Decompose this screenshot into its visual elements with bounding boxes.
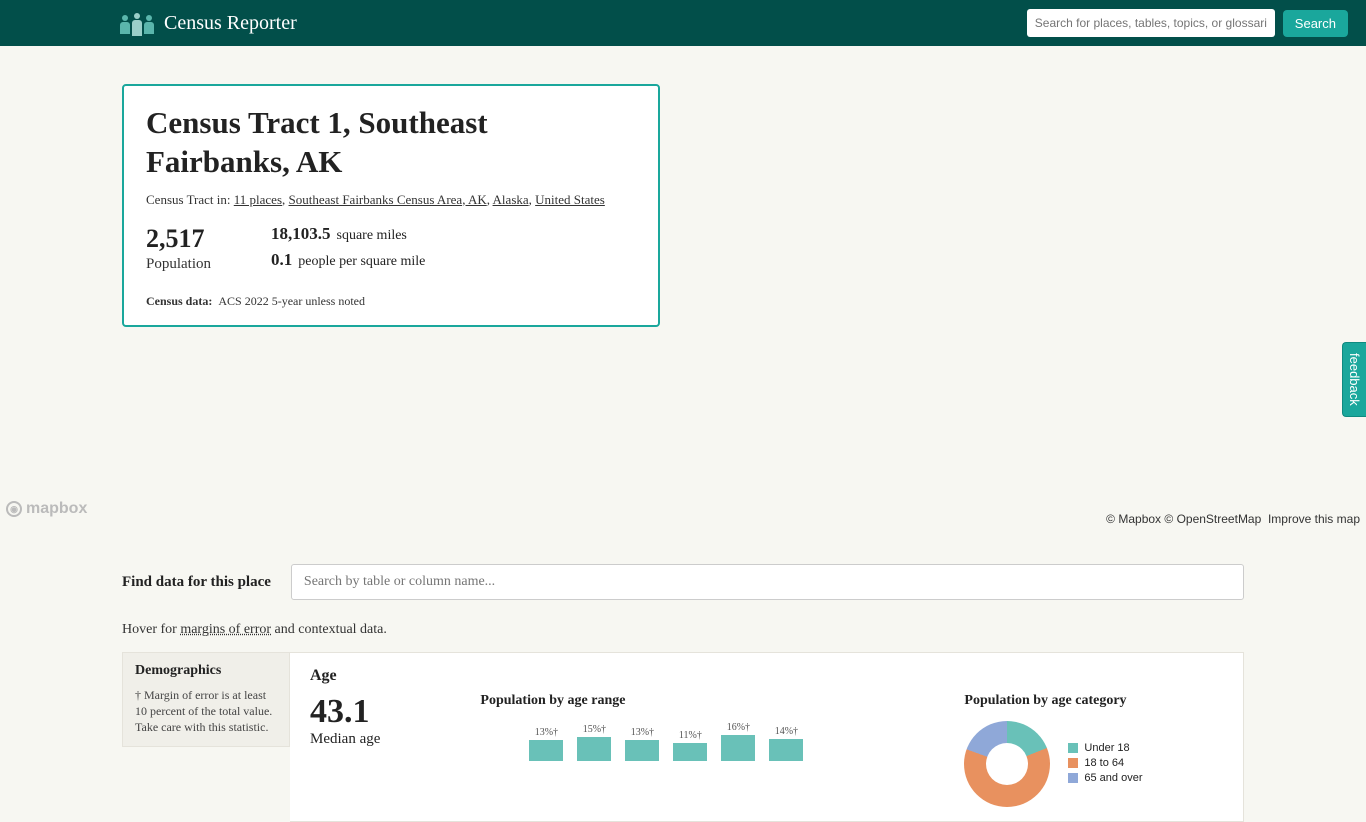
search-button[interactable]: Search (1283, 10, 1348, 37)
hover-note-pre: Hover for (122, 622, 180, 637)
age-category-legend: Under 1818 to 6465 and over (1068, 742, 1142, 787)
age-range-bars: 13%†15%†13%†11%†16%†14%† (480, 721, 804, 761)
mapbox-icon: ◉ (6, 501, 22, 517)
age-category-title: Population by age category (964, 693, 1142, 709)
age-range-chart: Population by age range 13%†15%†13%†11%†… (480, 693, 804, 761)
area-stats: 18,103.5 square miles 0.1 people per squ… (271, 224, 425, 276)
population-label: Population (146, 256, 211, 273)
find-data-label: Find data for this place (122, 574, 271, 591)
data-note: Census data: ACS 2022 5-year unless note… (146, 294, 636, 309)
median-age-label: Median age (310, 731, 380, 748)
area-value: 18,103.5 (271, 224, 331, 244)
find-data-row: Find data for this place (122, 564, 1244, 600)
breadcrumb-link-places[interactable]: 11 places (234, 192, 282, 207)
age-category-donut (964, 721, 1050, 807)
attrib-osm[interactable]: © OpenStreetMap (1164, 512, 1261, 526)
area-unit: square miles (337, 228, 407, 244)
breadcrumb-link-country[interactable]: United States (535, 192, 605, 207)
breadcrumb-link-area[interactable]: Southeast Fairbanks Census Area, AK (289, 192, 487, 207)
improve-map-link[interactable]: Improve this map (1268, 512, 1360, 526)
demographics-title: Demographics (135, 663, 277, 679)
breadcrumb-prefix: Census Tract in: (146, 192, 234, 207)
mapbox-logo[interactable]: ◉ mapbox (6, 500, 87, 518)
density-unit: people per square mile (298, 254, 425, 270)
hover-note-link[interactable]: margins of error (180, 622, 271, 637)
population-stat: 2,517 Population (146, 224, 211, 276)
place-title: Census Tract 1, Southeast Fairbanks, AK (146, 104, 636, 182)
median-age-value: 43.1 (310, 693, 380, 731)
mapbox-logo-text: mapbox (26, 500, 87, 518)
search-input[interactable] (1027, 9, 1275, 37)
map-area[interactable]: Census Tract 1, Southeast Fairbanks, AK … (0, 46, 1366, 532)
margin-of-error-note: † Margin of error is at least 10 percent… (135, 687, 277, 736)
data-note-value: ACS 2022 5-year unless noted (218, 294, 365, 308)
header-search-area: Search (1027, 9, 1348, 37)
breadcrumb: Census Tract in: 11 places, Southeast Fa… (146, 192, 636, 208)
place-info-card: Census Tract 1, Southeast Fairbanks, AK … (122, 84, 660, 327)
density-value: 0.1 (271, 250, 292, 270)
find-data-input[interactable] (291, 564, 1244, 600)
data-note-label: Census data: (146, 294, 212, 308)
hover-note-post: and contextual data. (271, 622, 387, 637)
feedback-tab[interactable]: feedback (1342, 342, 1366, 417)
age-range-title: Population by age range (480, 693, 804, 709)
site-title: Census Reporter (164, 12, 297, 35)
age-panel: Age 43.1 Median age Population by age ra… (290, 652, 1244, 822)
map-attribution: © Mapbox © OpenStreetMap Improve this ma… (1106, 512, 1360, 526)
logo-icon (120, 13, 154, 34)
hover-note: Hover for margins of error and contextua… (122, 622, 1244, 638)
panel-row: Demographics † Margin of error is at lea… (122, 652, 1244, 822)
site-header: Census Reporter Search (0, 0, 1366, 46)
demographics-sidebar: Demographics † Margin of error is at lea… (122, 652, 290, 747)
age-section-title: Age (310, 667, 1223, 685)
stats-row: 2,517 Population 18,103.5 square miles 0… (146, 224, 636, 276)
population-value: 2,517 (146, 224, 211, 254)
content-area: Find data for this place Hover for margi… (0, 564, 1366, 822)
breadcrumb-link-state[interactable]: Alaska (493, 192, 529, 207)
median-age-stat: 43.1 Median age (310, 693, 380, 748)
age-category-chart: Population by age category Under 1818 to… (964, 693, 1142, 807)
logo-area[interactable]: Census Reporter (120, 12, 297, 35)
attrib-mapbox[interactable]: © Mapbox (1106, 512, 1161, 526)
